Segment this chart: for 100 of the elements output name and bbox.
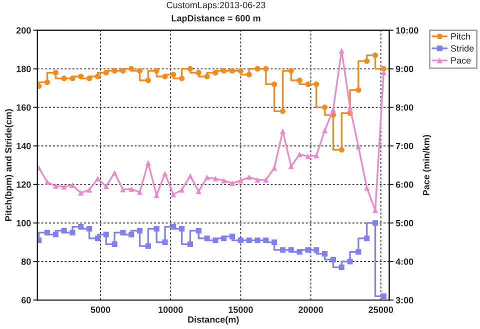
point xyxy=(44,230,50,236)
y2-axis-title: Pace (min/km) xyxy=(422,135,432,196)
point xyxy=(272,81,278,87)
y-tick-label: 140 xyxy=(16,142,31,150)
point xyxy=(78,74,84,80)
point xyxy=(380,70,386,76)
point xyxy=(338,48,344,54)
point xyxy=(170,72,176,78)
point xyxy=(356,87,362,93)
point xyxy=(145,160,151,166)
point xyxy=(338,146,344,153)
point xyxy=(103,232,109,238)
point xyxy=(86,226,92,232)
y-tick-label: 160 xyxy=(16,104,31,111)
point xyxy=(52,232,58,238)
point xyxy=(356,144,362,150)
point xyxy=(70,230,76,236)
point xyxy=(254,238,260,244)
point xyxy=(230,68,236,74)
point xyxy=(314,247,320,253)
point xyxy=(128,186,134,192)
chart-subtitle: LapDistance = 600 m xyxy=(172,14,260,24)
point xyxy=(230,180,236,186)
point xyxy=(61,76,67,82)
point xyxy=(196,228,202,234)
point xyxy=(221,236,227,242)
point xyxy=(154,226,160,232)
y-tick-label: 100 xyxy=(16,220,31,226)
point xyxy=(246,238,252,244)
point xyxy=(238,178,244,184)
x-tick-label: 5000 xyxy=(90,306,110,313)
point xyxy=(246,72,252,78)
y2-tick-label: 7:00 xyxy=(396,142,414,150)
point xyxy=(221,68,227,74)
point xyxy=(372,220,378,226)
point xyxy=(288,164,294,170)
point xyxy=(120,68,126,74)
point xyxy=(263,238,269,244)
y-tick-label: 60 xyxy=(21,297,31,304)
point xyxy=(94,74,100,80)
point xyxy=(322,104,328,110)
point xyxy=(280,247,286,253)
point xyxy=(254,177,260,183)
legend-label: Stride xyxy=(450,45,474,52)
point xyxy=(112,170,118,176)
chart-title: CustomLaps:2013-06-23 xyxy=(166,2,266,10)
point xyxy=(246,174,252,180)
point xyxy=(44,80,50,86)
point xyxy=(238,238,244,244)
point xyxy=(330,256,336,262)
y-tick-label: 180 xyxy=(16,66,31,72)
point xyxy=(230,234,236,240)
y2-tick-label: 3:00 xyxy=(396,297,414,304)
y-tick-label: 80 xyxy=(21,258,31,265)
x-tick-label: 10000 xyxy=(158,306,183,313)
point xyxy=(372,52,378,58)
y-tick-label: 200 xyxy=(16,27,31,34)
point xyxy=(44,179,50,185)
point xyxy=(380,66,386,72)
x-tick-label: 15000 xyxy=(228,306,253,313)
point xyxy=(94,236,100,242)
point xyxy=(154,68,160,74)
point xyxy=(212,176,218,182)
point xyxy=(212,238,218,244)
point xyxy=(263,66,269,72)
legend-label: Pitch xyxy=(451,32,470,40)
point xyxy=(380,293,386,299)
point xyxy=(136,189,143,195)
point xyxy=(356,249,362,255)
point xyxy=(254,66,260,72)
point xyxy=(196,70,202,76)
point xyxy=(338,264,344,270)
point xyxy=(120,230,126,236)
point xyxy=(162,239,168,246)
y2-tick-label: 10:00 xyxy=(396,27,418,34)
point xyxy=(187,241,194,247)
point xyxy=(112,68,118,74)
point xyxy=(187,66,194,72)
x-tick-label: 20000 xyxy=(298,306,323,313)
point xyxy=(296,249,302,255)
point xyxy=(204,174,210,180)
y2-tick-label: 9:00 xyxy=(396,66,414,72)
point xyxy=(52,70,58,76)
y2-tick-label: 5:00 xyxy=(396,220,414,226)
point xyxy=(86,187,92,193)
point xyxy=(179,187,185,193)
point xyxy=(288,247,294,253)
point xyxy=(204,74,210,80)
point xyxy=(61,228,67,234)
point xyxy=(322,251,328,257)
point xyxy=(305,247,311,253)
point xyxy=(280,108,286,114)
point xyxy=(347,258,353,264)
legend-label: Pace xyxy=(451,57,471,64)
point xyxy=(221,178,227,184)
point xyxy=(179,76,185,82)
point xyxy=(145,78,151,84)
point xyxy=(170,224,176,230)
point xyxy=(263,177,269,183)
point xyxy=(305,81,311,87)
